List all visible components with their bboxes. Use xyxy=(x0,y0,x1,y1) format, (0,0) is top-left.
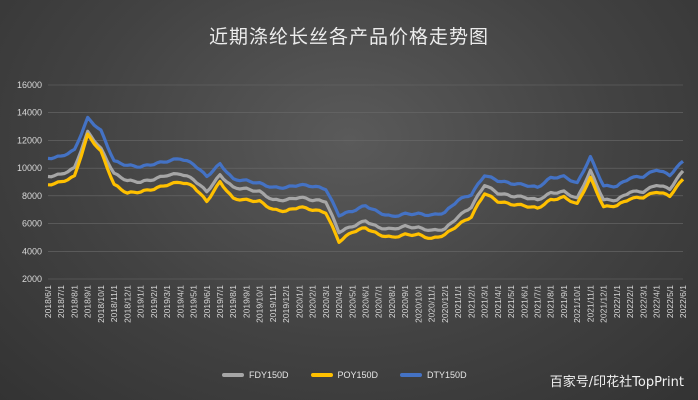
legend: FDY150D POY150D DTY150D xyxy=(222,370,467,380)
y-tick-label: 4000 xyxy=(22,246,42,256)
x-tick-label: 2019/2/1 xyxy=(149,285,159,318)
x-tick-label: 2020/3/1 xyxy=(321,285,331,318)
x-tick-label: 2022/5/1 xyxy=(665,285,675,318)
y-tick-label: 2000 xyxy=(22,274,42,284)
x-tick-label: 2021/8/1 xyxy=(546,285,556,318)
x-tick-label: 2020/7/1 xyxy=(374,285,384,318)
x-tick-label: 2021/1/1 xyxy=(453,285,463,318)
x-tick-label: 2022/1/1 xyxy=(612,285,622,318)
series-line-fdy150d xyxy=(47,129,685,235)
x-tick-label: 2021/3/1 xyxy=(480,285,490,318)
x-tick-label: 2019/3/1 xyxy=(162,285,172,318)
legend-label-poy: POY150D xyxy=(337,370,379,380)
legend-swatch-fdy xyxy=(222,373,244,377)
legend-label-dty: DTY150D xyxy=(427,370,467,380)
x-tick-label: 2021/10/1 xyxy=(572,285,582,323)
legend-swatch-poy xyxy=(310,373,333,377)
x-tick-label: 2020/1/1 xyxy=(294,285,304,318)
x-tick-label: 2019/5/1 xyxy=(189,285,199,318)
x-tick-label: 2020/12/1 xyxy=(440,285,450,323)
x-tick-label: 2022/4/1 xyxy=(652,285,662,318)
x-tick-label: 2019/11/1 xyxy=(268,285,278,322)
x-tick-label: 2021/9/1 xyxy=(559,285,569,318)
legend-item-poy: POY150D xyxy=(310,370,379,380)
legend-swatch-dty xyxy=(400,373,423,377)
series-lines xyxy=(47,115,685,244)
x-tick-label: 2022/2/1 xyxy=(625,285,635,318)
x-tick-label: 2018/10/1 xyxy=(96,285,106,323)
series-line-poy150d xyxy=(47,132,685,244)
x-tick-label: 2020/5/1 xyxy=(347,285,357,318)
watermark: 百家号/印花社TopPrint xyxy=(549,375,684,390)
x-tick-label: 2021/12/1 xyxy=(599,285,609,323)
x-tick-label: 2019/9/1 xyxy=(241,285,251,318)
x-tick-label: 2022/6/1 xyxy=(678,285,688,318)
chart-title: 近期涤纶长丝各产品价格走势图 xyxy=(208,26,489,48)
x-tick-label: 2020/8/1 xyxy=(387,285,397,318)
x-tick-label: 2020/6/1 xyxy=(361,285,371,318)
x-tick-label: 2021/7/1 xyxy=(532,285,542,318)
series-line-dty150d xyxy=(47,115,685,218)
x-tick-label: 2018/8/1 xyxy=(69,285,79,318)
x-tick-label: 2019/6/1 xyxy=(202,285,212,318)
x-tick-label: 2022/3/1 xyxy=(638,285,648,318)
x-tick-label: 2018/7/1 xyxy=(56,285,66,318)
x-axis-ticks: 2018/6/1 2018/7/1 2018/8/1 2018/9/1 2018/10/… xyxy=(43,285,688,323)
legend-item-fdy: FDY150D xyxy=(222,370,289,380)
x-tick-label: 2019/12/1 xyxy=(281,285,291,323)
x-tick-label: 2019/4/1 xyxy=(175,285,185,318)
y-axis-ticks: 2000 4000 6000 8000 10000 12000 14000 16000 xyxy=(17,80,42,284)
y-tick-label: 12000 xyxy=(17,135,42,145)
x-tick-label: 2021/4/1 xyxy=(493,285,503,318)
legend-item-dty: DTY150D xyxy=(400,370,467,380)
x-tick-label: 2018/6/1 xyxy=(43,285,53,318)
y-tick-label: 14000 xyxy=(17,108,42,118)
x-tick-label: 2020/4/1 xyxy=(334,285,344,318)
x-tick-label: 2019/8/1 xyxy=(228,285,238,318)
y-tick-label: 10000 xyxy=(17,163,42,173)
x-tick-label: 2018/12/1 xyxy=(122,285,132,323)
x-tick-label: 2021/6/1 xyxy=(519,285,529,318)
y-tick-label: 16000 xyxy=(17,80,42,90)
x-tick-label: 2018/11/1 xyxy=(109,285,119,322)
x-tick-label: 2020/11/1 xyxy=(427,285,437,322)
x-tick-label: 2020/9/1 xyxy=(400,285,410,318)
x-tick-label: 2019/1/1 xyxy=(136,285,146,318)
legend-label-fdy: FDY150D xyxy=(249,370,289,380)
x-tick-label: 2021/2/1 xyxy=(466,285,476,318)
y-tick-label: 6000 xyxy=(22,219,42,229)
y-tick-label: 8000 xyxy=(22,191,42,201)
x-tick-label: 2020/10/1 xyxy=(413,285,423,323)
x-tick-label: 2020/2/1 xyxy=(308,285,318,318)
x-tick-label: 2021/5/1 xyxy=(506,285,516,318)
x-tick-label: 2019/7/1 xyxy=(215,285,225,318)
x-tick-label: 2021/11/1 xyxy=(585,285,595,322)
x-tick-label: 2018/9/1 xyxy=(83,285,93,318)
x-tick-label: 2019/10/1 xyxy=(255,285,265,323)
